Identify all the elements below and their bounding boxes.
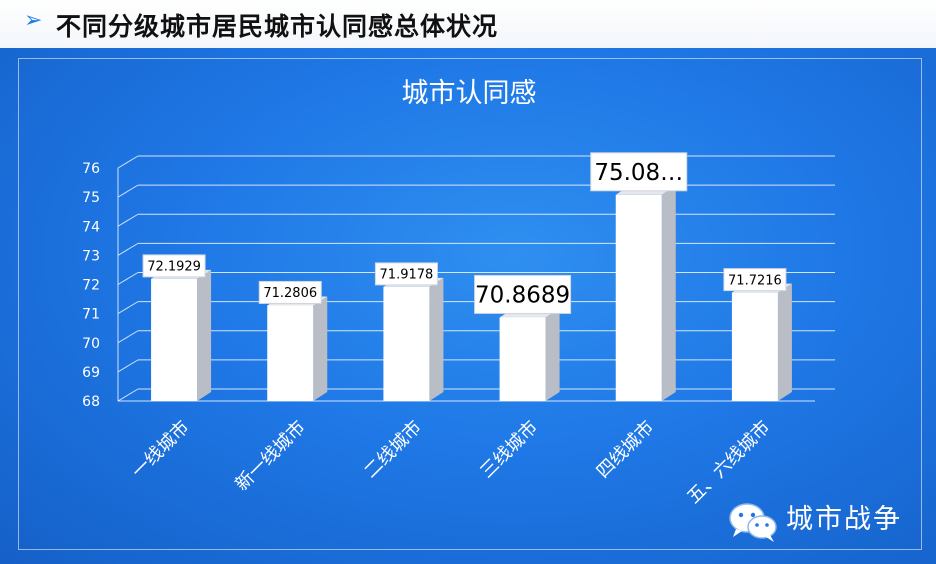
- chart-title: 城市认同感: [402, 78, 537, 109]
- bar: [151, 278, 198, 401]
- data-label: 75.08…: [594, 160, 683, 186]
- wechat-icon: [729, 503, 777, 542]
- bar-side: [429, 277, 444, 401]
- x-tick-label: 五、六线城市: [683, 417, 774, 508]
- bar: [267, 305, 314, 401]
- y-tick-label: 73: [82, 248, 100, 264]
- data-label-box: [474, 274, 572, 314]
- x-tick-label: 二线城市: [360, 417, 426, 483]
- data-label: 71.2806: [263, 286, 317, 301]
- bar-side: [545, 308, 560, 401]
- data-label-box: [723, 268, 787, 292]
- y-tick-label: 69: [82, 365, 100, 381]
- y-tick-label: 74: [82, 219, 100, 235]
- y-tick-label: 72: [82, 278, 100, 294]
- y-tick-label: 68: [82, 394, 100, 410]
- data-label-box: [590, 152, 688, 192]
- gridline-depth: [117, 388, 139, 402]
- data-label-box: [374, 262, 438, 286]
- data-label: 70.8689: [475, 283, 570, 309]
- data-label: 72.1929: [147, 260, 201, 275]
- gridline-depth: [117, 301, 139, 315]
- arrow-icon: ➢: [24, 8, 43, 33]
- data-label-box: [258, 280, 322, 304]
- data-label: 71.7216: [728, 273, 782, 288]
- bar: [499, 317, 546, 401]
- x-tick-label: 三线城市: [476, 417, 542, 483]
- data-label-box: [142, 254, 206, 278]
- y-tick-label: 75: [82, 190, 100, 206]
- bar-side: [661, 185, 676, 401]
- y-tick-label: 70: [82, 336, 100, 352]
- gridline-depth: [117, 213, 139, 227]
- bar-side: [777, 283, 792, 401]
- x-tick-label: 一线城市: [128, 417, 194, 483]
- bar-side: [313, 296, 328, 401]
- chart-frame: [18, 58, 922, 550]
- gridline-depth: [117, 155, 139, 169]
- y-tick-label: 71: [82, 307, 100, 323]
- page-header: ➢ 不同分级城市居民城市认同感总体状况: [0, 0, 936, 48]
- gridline-depth: [117, 184, 139, 198]
- x-tick-label: 四线城市: [593, 417, 659, 483]
- page-title: 不同分级城市居民城市认同感总体状况: [56, 12, 499, 41]
- bar: [731, 292, 778, 401]
- gridline-depth: [117, 242, 139, 256]
- data-label: 71.9178: [380, 268, 434, 283]
- gridline-depth: [117, 330, 139, 344]
- y-tick-label: 76: [82, 161, 100, 177]
- x-tick-label: 新一线城市: [231, 417, 309, 495]
- bar: [615, 194, 662, 401]
- bar: [383, 286, 430, 401]
- watermark-text: 城市战争: [786, 504, 902, 535]
- bar-side: [197, 269, 212, 401]
- gridline-depth: [117, 359, 139, 373]
- gridline-depth: [117, 272, 139, 285]
